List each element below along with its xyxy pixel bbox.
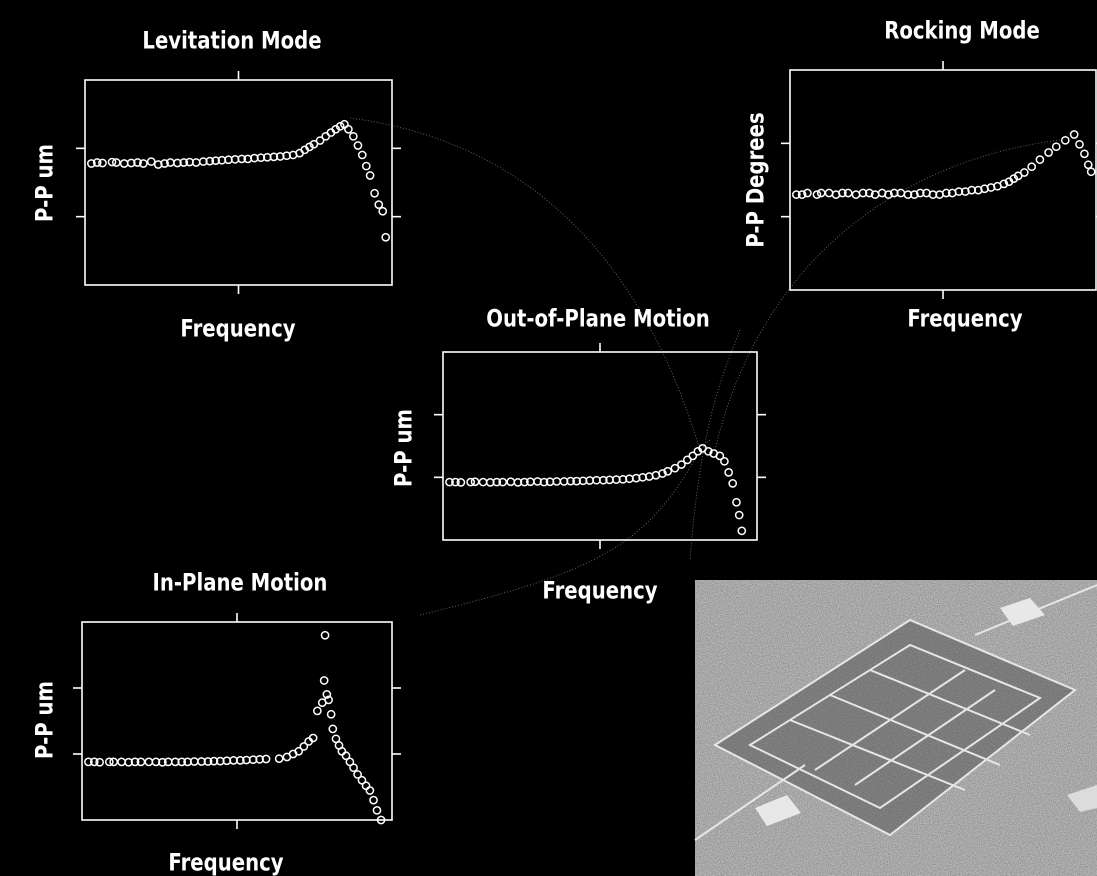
- x-axis-label: Frequency: [542, 578, 657, 605]
- chart-title: Out-of-Plane Motion: [486, 306, 710, 333]
- chart-title: Levitation Mode: [142, 28, 321, 55]
- y-axis-label: P-P Degrees: [743, 112, 770, 247]
- device-image: [695, 580, 1097, 876]
- x-axis-label: Frequency: [907, 306, 1022, 333]
- x-axis-label: Frequency: [180, 316, 295, 343]
- chart-title: In-Plane Motion: [153, 570, 328, 597]
- y-axis-label: P-P um: [32, 681, 59, 759]
- y-axis-label: P-P um: [32, 144, 59, 222]
- y-axis-label: P-P um: [391, 409, 418, 487]
- chart-title: Rocking Mode: [884, 18, 1040, 45]
- x-axis-label: Frequency: [168, 850, 283, 876]
- figure: Levitation Mode P-P um Frequency Rocking Mo…: [0, 0, 1097, 876]
